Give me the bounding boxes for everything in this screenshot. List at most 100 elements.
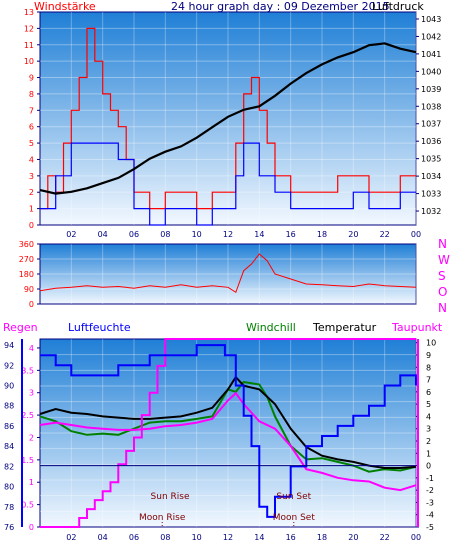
wind-strength-label: Windstärke: [34, 0, 96, 13]
panel3-right-ticks: -5 -4 -3 -2 -1 0 1 2 3 4 5 6 7 8 9 10: [416, 339, 436, 532]
wind-direction-panel: 0 90 180 270 360: [19, 240, 417, 309]
x-tick-label: 08: [160, 533, 170, 542]
panel1-x-ticks: 02 04 06 08 10 12 14 16 18 20 22 00: [66, 230, 421, 239]
panel3-series-temperatur: [39, 375, 417, 469]
compass-label: O: [438, 285, 447, 299]
left-tick-label: 10: [24, 57, 34, 66]
right-tick-label: 7: [426, 376, 431, 385]
panel2-series: [39, 253, 417, 294]
panel3-annotations: Sun Rise Moon Rise Sun Set Moon Set: [139, 492, 315, 527]
regen-tick-label: 2.5: [21, 411, 34, 420]
compass-label: N: [438, 237, 447, 251]
regen-tick-label: 0: [29, 523, 34, 532]
right-tick-label: 1037: [421, 120, 441, 129]
x-tick-label: 20: [348, 533, 358, 542]
panel3-left-ticks: 0 0.5 1 1.5 2 2.5 3 3.5 4 76 78 80 82 84 86 88 90 92 94: [4, 339, 40, 532]
right-tick-label: 1034: [421, 172, 441, 181]
regen-tick-label: 1: [29, 478, 34, 487]
left-tick-label: 180: [19, 270, 34, 279]
x-tick-label: 04: [98, 230, 108, 239]
left-tick-label: 3: [29, 172, 34, 181]
x-tick-label: 18: [317, 230, 327, 239]
x-tick-label: 18: [317, 533, 327, 542]
humidity-tick-label: 82: [4, 462, 14, 471]
panel2-background: [39, 243, 417, 305]
x-tick-label: 22: [380, 533, 390, 542]
panel2-series-0: [39, 253, 417, 294]
regen-tick-label: 2: [29, 433, 34, 442]
humidity-tick-label: 88: [4, 402, 14, 411]
compass-label: S: [438, 269, 446, 283]
x-tick-label: 10: [192, 533, 202, 542]
humidity-tick-label: 78: [4, 503, 14, 512]
x-tick-label: 04: [98, 533, 108, 542]
x-tick-label: 12: [223, 230, 233, 239]
panel2-left-ticks: 0 90 180 270 360: [19, 240, 40, 309]
right-tick-label: 2: [426, 437, 431, 446]
panel3-series-luftfeuchte: [40, 344, 417, 518]
right-tick-label: 1043: [421, 15, 441, 24]
panel1-series-2: [39, 42, 417, 195]
annotation-label: Moon Rise: [139, 513, 186, 523]
x-tick-label: 02: [66, 533, 76, 542]
x-tick-label: 10: [192, 230, 202, 239]
regen-tick-label: 1.5: [21, 456, 34, 465]
compass-label: W: [438, 253, 450, 267]
left-tick-label: 2: [29, 188, 34, 197]
annotation-label: Sun Rise: [151, 492, 190, 502]
temp-humidity-rain-panel: Sun Rise Moon Rise Sun Set Moon Set 0 0.5 1 1.…: [4, 338, 436, 542]
left-tick-label: 6: [29, 123, 34, 132]
regen-tick-label: 0.5: [21, 501, 34, 510]
right-tick-label: 0: [426, 462, 431, 471]
x-tick-label: 16: [286, 533, 296, 542]
left-tick-label: 90: [24, 285, 34, 294]
panel3-series: [39, 338, 417, 528]
x-tick-label: 22: [380, 230, 390, 239]
legend-temperature: Temperatur: [312, 321, 377, 334]
left-tick-label: 5: [29, 139, 34, 148]
right-tick-label: -3: [426, 498, 434, 507]
right-tick-label: -5: [426, 523, 434, 532]
legend-regen: Regen: [3, 321, 38, 334]
panel1-grid: [40, 12, 417, 225]
right-tick-label: -1: [426, 474, 434, 483]
right-tick-label: 10: [426, 339, 436, 348]
left-tick-label: 1: [29, 205, 34, 214]
legend-windchill: Windchill: [246, 321, 296, 334]
right-tick-label: 1: [426, 449, 431, 458]
humidity-tick-label: 94: [4, 341, 14, 350]
right-tick-label: 8: [426, 363, 431, 372]
x-tick-label: 14: [254, 230, 264, 239]
regen-tick-label: 3: [29, 389, 34, 398]
panel1-background: [39, 11, 417, 226]
right-tick-label: 3: [426, 425, 431, 434]
left-tick-label: 8: [29, 90, 34, 99]
panel3-series-taupunkt: [39, 391, 417, 492]
pressure-label: Luftdruck: [372, 0, 424, 13]
right-tick-label: 1035: [421, 155, 441, 164]
humidity-tick-label: 92: [4, 361, 14, 370]
right-tick-label: 1032: [421, 207, 441, 216]
humidity-tick-label: 76: [4, 523, 14, 532]
left-tick-label: 11: [24, 41, 34, 50]
right-tick-label: 1041: [421, 50, 441, 59]
x-tick-label: 12: [223, 533, 233, 542]
chart-title: 24 hour graph day : 09 Dezember 2015: [171, 0, 390, 13]
right-tick-label: -4: [426, 511, 434, 520]
humidity-tick-label: 90: [4, 381, 14, 390]
left-tick-label: 270: [19, 255, 34, 264]
right-tick-label: -2: [426, 486, 434, 495]
right-tick-label: 6: [426, 388, 431, 397]
left-tick-label: 0: [29, 221, 34, 230]
regen-tick-label: 3.5: [21, 366, 34, 375]
left-tick-label: 13: [24, 8, 34, 17]
legend-humidity: Luftfeuchte: [68, 321, 131, 334]
x-tick-label: 06: [129, 533, 139, 542]
annotation-label: Moon Set: [273, 513, 316, 523]
humidity-tick-label: 80: [4, 483, 14, 492]
right-tick-label: 1038: [421, 102, 441, 111]
right-tick-label: 9: [426, 351, 431, 360]
